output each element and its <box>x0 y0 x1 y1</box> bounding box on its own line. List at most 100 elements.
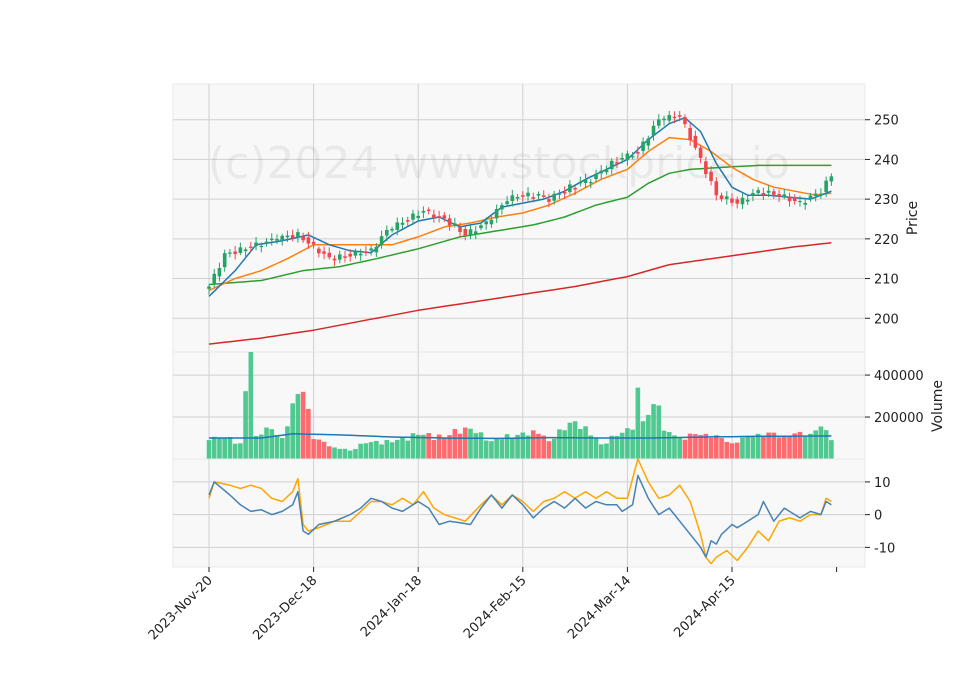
candle-body <box>285 235 290 238</box>
candle-body <box>526 192 530 197</box>
volume-bar <box>740 437 745 459</box>
volume-bar <box>489 441 494 459</box>
candle-body <box>264 241 269 244</box>
volume-bar <box>562 430 567 459</box>
candle-body <box>761 192 766 195</box>
volume-bar <box>311 439 316 459</box>
candle-body <box>269 238 274 241</box>
volume-bar <box>729 443 735 459</box>
candle-body <box>416 215 420 219</box>
candle-body <box>379 236 384 245</box>
candle-body <box>782 194 787 198</box>
volume-gridlines <box>173 352 865 459</box>
candle-body <box>594 173 598 180</box>
volume-ma-path <box>209 433 832 440</box>
volume-bar <box>776 437 782 459</box>
candle-body <box>568 184 572 192</box>
volume-bar <box>499 439 505 459</box>
candle-body <box>625 153 630 161</box>
volume-bars <box>206 352 834 459</box>
candle-body <box>217 268 222 277</box>
volume-bar <box>253 435 259 459</box>
volume-bar <box>766 432 771 459</box>
volume-bar <box>520 432 526 459</box>
candle-body <box>385 229 389 236</box>
volume-bar <box>285 426 290 459</box>
ma-short-line <box>208 116 832 297</box>
y-tick-label: -10 <box>874 541 895 556</box>
candle-body <box>735 199 740 204</box>
candle-body <box>714 181 719 196</box>
candle-body <box>646 138 651 146</box>
volume-bar <box>300 391 306 459</box>
candle-body <box>296 232 300 238</box>
candle-body <box>772 191 776 195</box>
watermark: (c)2024 www.stockprice.io <box>208 138 790 189</box>
volume-bar <box>483 440 489 459</box>
candle-body <box>808 195 813 199</box>
candle-body <box>479 225 483 229</box>
ma-short-path <box>208 116 832 297</box>
oscillator-y-tick-labels: -10 0 10 <box>865 476 895 556</box>
volume-bar <box>400 436 405 459</box>
candle-body <box>254 242 258 246</box>
oscillator-fast-line <box>208 474 832 558</box>
volume-bar <box>703 433 709 459</box>
volume-bar <box>274 435 280 459</box>
candle-body <box>709 171 713 182</box>
volume-bar <box>609 435 615 459</box>
volume-bar <box>238 443 243 459</box>
volume-bar <box>264 427 269 459</box>
candle-body <box>212 273 217 285</box>
volume-bar <box>457 433 463 459</box>
candle-body <box>745 199 750 202</box>
volume-bar <box>290 403 295 459</box>
candle-body <box>322 251 326 254</box>
candle-body <box>364 251 368 253</box>
candle-body <box>688 127 692 141</box>
candle-body <box>547 199 551 202</box>
candle-body <box>656 119 661 126</box>
volume-bar <box>405 440 411 459</box>
candle-body <box>615 162 619 164</box>
volume-bar <box>342 448 348 459</box>
candle-body <box>683 117 687 125</box>
candle-body <box>730 198 734 203</box>
volume-bar <box>698 435 703 459</box>
volume-bar <box>588 435 594 459</box>
candle-body <box>259 245 264 248</box>
volume-bar <box>672 435 677 459</box>
candle-body <box>395 222 400 230</box>
volume-bar <box>259 434 264 459</box>
volume-bar <box>787 436 792 459</box>
candle-body <box>442 215 447 219</box>
candle-body <box>704 161 708 175</box>
volume-bar <box>248 352 254 459</box>
volume-bar <box>661 430 667 459</box>
volume-bar <box>504 434 510 459</box>
candle-body <box>343 256 347 258</box>
candle-body <box>421 210 426 213</box>
candle-body <box>510 195 515 201</box>
volume-bar <box>583 426 588 459</box>
price-panel: (c)2024 www.stockprice.io 200 210 220 230 24… <box>172 83 921 353</box>
volume-bar <box>541 435 547 459</box>
volume-bar <box>635 387 641 459</box>
candle-body <box>609 160 614 170</box>
volume-bar <box>227 437 233 459</box>
volume-bar <box>452 429 458 459</box>
volume-bar <box>353 449 358 459</box>
volume-bar <box>530 430 536 459</box>
volume-bar <box>651 404 656 459</box>
volume-bar <box>567 422 573 459</box>
volume-bar <box>525 435 531 459</box>
volume-bar <box>829 440 834 459</box>
volume-bar <box>358 443 363 459</box>
candle-body <box>353 250 358 256</box>
candle-body <box>824 180 828 193</box>
ma-200-line <box>208 242 832 345</box>
volume-bar <box>494 438 499 459</box>
candle-body <box>207 286 211 289</box>
candle-body <box>515 197 520 199</box>
candle-body <box>724 196 729 200</box>
